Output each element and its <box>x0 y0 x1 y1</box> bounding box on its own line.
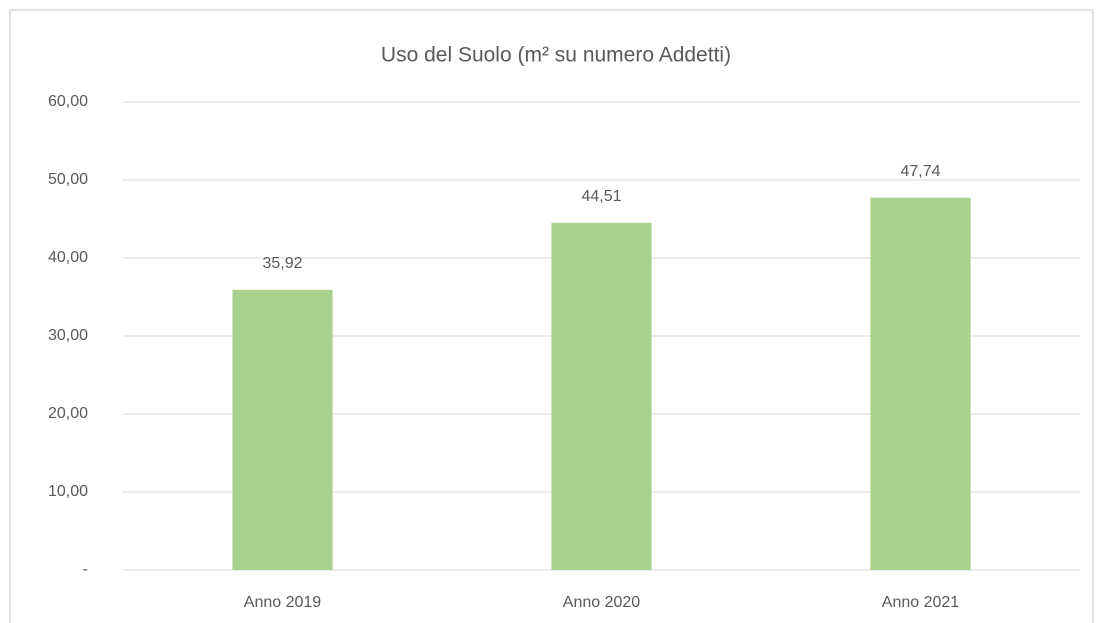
bar <box>232 289 333 570</box>
y-tick-label: 40,00 <box>48 249 88 266</box>
y-tick-label: 50,00 <box>48 171 88 188</box>
y-tick-label: 60,00 <box>48 93 88 110</box>
bar <box>870 197 971 571</box>
bar <box>551 222 652 570</box>
y-tick-label: - <box>83 561 88 578</box>
x-tick-label: Anno 2020 <box>563 594 641 611</box>
x-tick-label: Anno 2021 <box>882 594 960 611</box>
y-tick-label: 10,00 <box>48 483 88 500</box>
x-tick-label: Anno 2019 <box>244 594 322 611</box>
chart-title: Uso del Suolo (m² su numero Addetti) <box>381 44 731 67</box>
data-label: 44,51 <box>581 188 621 205</box>
data-label: 47,74 <box>900 163 940 180</box>
y-tick-label: 20,00 <box>48 405 88 422</box>
chart-border <box>9 9 1094 623</box>
y-tick-label: 30,00 <box>48 327 88 344</box>
data-label: 35,92 <box>262 255 302 272</box>
